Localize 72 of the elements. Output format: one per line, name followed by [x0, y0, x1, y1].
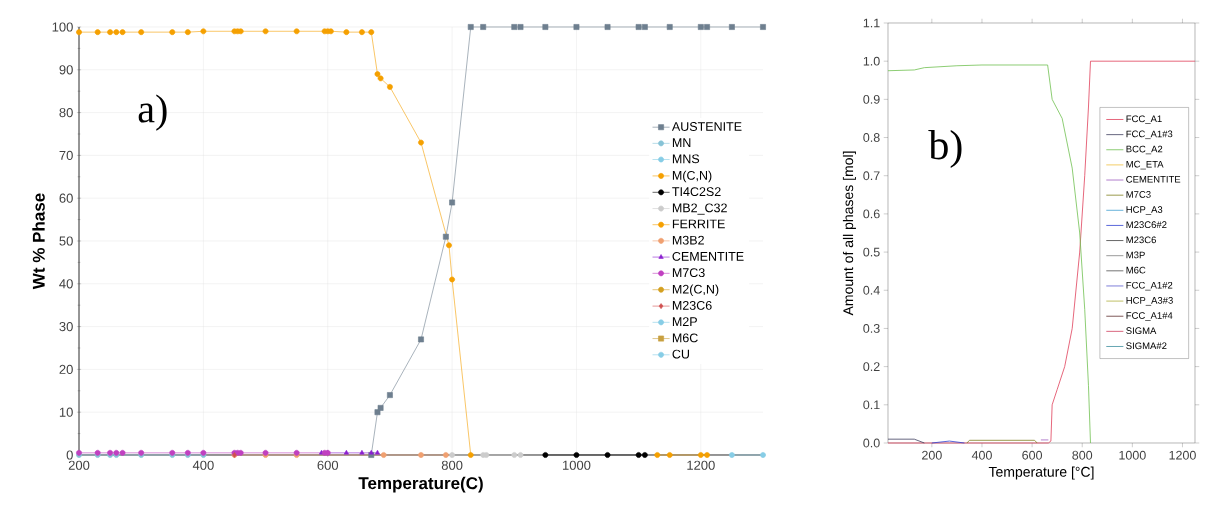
annotation: a): [138, 94, 167, 131]
legend-label: FERRITE: [672, 219, 725, 229]
y-tick-label: 90: [59, 65, 73, 75]
x-tick-label: 400: [192, 460, 214, 470]
y-tick-label: 0.2: [863, 362, 880, 372]
legend-label: AUSTENITE: [671, 122, 742, 131]
x-tick-label: 600: [1022, 450, 1043, 460]
x-tick-label: 1000: [562, 460, 591, 470]
legend-label: TI4C2S2: [672, 187, 721, 197]
y-tick-label: 1.1: [863, 18, 880, 28]
x-tick-label: 1000: [1119, 450, 1146, 460]
y-tick-label: 0.7: [863, 171, 880, 181]
legend-label: M6C: [672, 333, 698, 343]
x-axis-title: Temperature(C): [358, 476, 483, 493]
legend-label: M23C6: [1126, 236, 1156, 244]
y-tick-label: 1.0: [863, 56, 880, 66]
y-tick-label: 0: [66, 450, 73, 460]
y-axis-title: Wt % Phase: [32, 193, 45, 290]
legend-label: CEMENTITE: [1126, 175, 1181, 183]
y-tick-label: 0.8: [863, 133, 880, 142]
legend-label: SIGMA#2: [1126, 342, 1167, 350]
y-tick-label: 0.3: [863, 324, 880, 333]
legend-label: M6C: [1126, 266, 1146, 274]
legend-label: FCC_A1#3: [1126, 130, 1173, 140]
y-tick-label: 0.0: [863, 438, 880, 448]
x-tick-label: 1200: [1169, 450, 1196, 460]
legend-label: HCP_A3: [1126, 206, 1163, 215]
x-tick-label: 800: [441, 460, 463, 470]
legend-label: MNS: [672, 154, 700, 164]
legend-label: M23C6#2: [1126, 221, 1167, 229]
legend-label: M3P: [1126, 251, 1145, 259]
y-tick-label: 30: [59, 321, 73, 332]
legend-label: MC_ETA: [1126, 160, 1164, 170]
legend-label: FCC_A1#2: [1126, 281, 1173, 291]
y-tick-label: 0.5: [863, 247, 880, 257]
legend-label: FCC_A1: [1126, 115, 1162, 124]
legend-label: M(C,N): [672, 170, 712, 183]
y-tick-label: 60: [59, 193, 73, 203]
legend-label: M2(C,N): [672, 284, 719, 297]
x-tick-label: 800: [1072, 450, 1093, 460]
y-tick-label: 0.6: [863, 209, 880, 219]
legend-label: M23C6: [672, 301, 712, 310]
y-tick-label: 10: [59, 407, 73, 417]
y-axis-title: Amount of all phases [mol]: [842, 151, 856, 316]
x-tick-label: 200: [68, 460, 90, 470]
legend-label: HCP_A3#3: [1126, 297, 1173, 306]
y-tick-label: 0.1: [863, 400, 880, 410]
legend-label: CEMENTITE: [672, 251, 744, 261]
y-tick-label: 0.9: [863, 94, 880, 104]
legend-label: M7C3: [1126, 191, 1151, 198]
legend-label: CU: [672, 349, 689, 359]
y-tick-label: 20: [59, 364, 73, 374]
x-tick-label: 200: [922, 450, 942, 460]
x-axis-title: Temperature [°C]: [988, 466, 1094, 480]
x-tick-label: 600: [317, 460, 339, 470]
y-tick-label: 40: [59, 279, 73, 289]
legend-label: FCC_A1#4: [1126, 312, 1173, 321]
legend-label: BCC_A2: [1126, 145, 1163, 155]
annotation: b): [928, 129, 962, 169]
y-tick-label: 80: [59, 107, 73, 118]
legend-label: M3B2: [672, 235, 704, 245]
legend-label: M2P: [672, 317, 697, 326]
x-tick-label: 400: [971, 450, 992, 460]
legend-label: SIGMA: [1126, 327, 1157, 335]
y-tick-label: 70: [59, 150, 73, 160]
legend-label: MB2_C32: [672, 203, 727, 215]
x-tick-label: 1200: [687, 460, 715, 470]
y-tick-label: 100: [52, 22, 73, 32]
legend-label: MN: [672, 138, 691, 147]
legend-label: M7C3: [672, 268, 705, 278]
y-tick-label: 50: [59, 236, 73, 246]
y-tick-label: 0.4: [863, 285, 880, 295]
